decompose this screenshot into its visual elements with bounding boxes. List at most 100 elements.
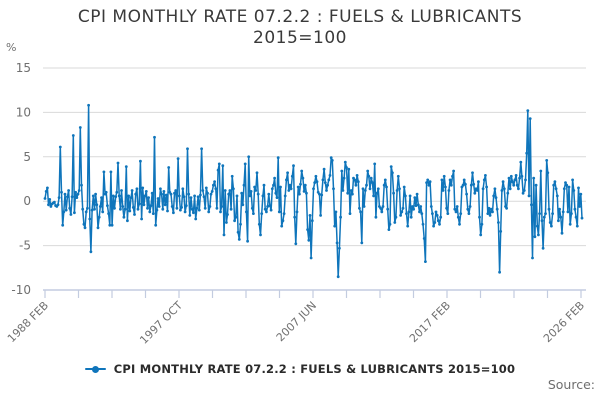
- series-marker: [416, 203, 420, 207]
- series-marker: [259, 233, 262, 237]
- series-marker: [225, 221, 228, 224]
- series-marker: [266, 205, 269, 208]
- series-marker: [465, 192, 468, 196]
- series-marker: [345, 166, 348, 169]
- series-marker: [494, 196, 498, 200]
- series-marker: [107, 212, 110, 216]
- series-marker: [236, 230, 240, 234]
- series-marker: [472, 182, 476, 186]
- series-marker: [119, 207, 122, 211]
- series-marker: [414, 204, 418, 208]
- series-marker: [147, 196, 151, 200]
- series-marker: [120, 189, 123, 192]
- series-marker: [210, 190, 214, 193]
- series-marker: [215, 206, 219, 210]
- series-marker: [519, 160, 523, 164]
- series-marker: [534, 183, 538, 187]
- series-marker: [479, 233, 483, 237]
- series-marker: [154, 223, 158, 227]
- series-marker: [217, 162, 221, 166]
- series-marker: [300, 169, 304, 173]
- series-marker: [130, 189, 134, 192]
- series-marker: [409, 215, 413, 219]
- series-marker: [361, 187, 365, 191]
- series-marker: [44, 190, 48, 193]
- series-marker: [560, 231, 564, 235]
- series-marker: [548, 221, 552, 224]
- series-marker: [280, 224, 284, 228]
- series-marker: [296, 185, 300, 189]
- series-marker: [363, 189, 367, 192]
- series-marker: [336, 275, 340, 279]
- series-marker: [232, 187, 235, 191]
- series-marker: [477, 180, 480, 184]
- series-marker: [182, 195, 186, 199]
- series-marker: [61, 223, 65, 227]
- series-marker: [372, 194, 375, 198]
- series-marker: [207, 210, 211, 214]
- series-marker: [541, 246, 545, 250]
- series-marker: [194, 217, 198, 221]
- series-marker: [375, 191, 379, 195]
- series-marker: [305, 191, 308, 195]
- series-marker: [376, 187, 380, 191]
- series-marker: [434, 210, 438, 214]
- series-marker: [469, 183, 473, 187]
- series-marker: [188, 214, 192, 217]
- series-marker: [532, 176, 536, 180]
- series-marker: [573, 207, 577, 211]
- series-marker: [90, 208, 94, 212]
- series-marker: [425, 181, 428, 185]
- series-marker: [89, 250, 93, 254]
- series-marker: [511, 180, 514, 184]
- series-marker: [286, 171, 289, 175]
- series-marker: [245, 210, 248, 214]
- series-marker: [250, 206, 254, 210]
- series-marker: [263, 207, 267, 211]
- series-marker: [396, 174, 400, 178]
- series-marker: [110, 223, 114, 227]
- series-marker: [164, 193, 168, 197]
- series-marker: [341, 189, 345, 192]
- series-marker: [538, 212, 541, 216]
- series-marker: [415, 192, 419, 196]
- series-marker: [492, 194, 496, 198]
- series-marker: [448, 178, 452, 182]
- series-marker: [453, 207, 457, 211]
- series-marker: [177, 194, 181, 198]
- series-marker: [513, 178, 517, 182]
- series-marker: [114, 195, 118, 199]
- series-marker: [402, 185, 406, 189]
- legend-label: CPI MONTHLY RATE 07.2.2 : FUELS & LUBRIC…: [113, 362, 516, 376]
- series-marker: [156, 197, 160, 200]
- series-marker: [190, 207, 194, 211]
- series-marker: [124, 165, 128, 169]
- series-marker: [229, 207, 233, 211]
- series-marker: [393, 221, 397, 224]
- series-marker: [480, 222, 484, 226]
- series-marker: [49, 205, 53, 208]
- series-marker: [482, 178, 486, 182]
- series-marker: [253, 185, 256, 189]
- series-marker: [274, 191, 278, 195]
- series-marker: [208, 205, 212, 208]
- series-marker: [546, 171, 550, 175]
- series-marker: [455, 205, 459, 208]
- series-marker: [558, 207, 561, 211]
- series-marker: [399, 214, 402, 217]
- series-marker: [355, 174, 359, 177]
- series-marker: [106, 204, 109, 208]
- series-marker: [276, 156, 280, 160]
- series-marker: [183, 210, 187, 214]
- series-marker: [489, 207, 493, 211]
- series-marker: [272, 183, 275, 187]
- series-marker: [77, 189, 81, 192]
- series-marker: [223, 189, 227, 192]
- series-marker: [335, 241, 339, 245]
- series-marker: [468, 205, 472, 208]
- series-marker: [43, 197, 47, 200]
- series-marker: [339, 215, 342, 219]
- series-marker: [309, 256, 313, 260]
- series-marker: [398, 187, 401, 191]
